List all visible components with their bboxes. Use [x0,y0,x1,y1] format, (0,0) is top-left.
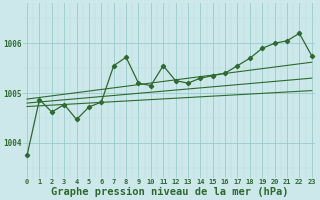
X-axis label: Graphe pression niveau de la mer (hPa): Graphe pression niveau de la mer (hPa) [51,186,288,197]
